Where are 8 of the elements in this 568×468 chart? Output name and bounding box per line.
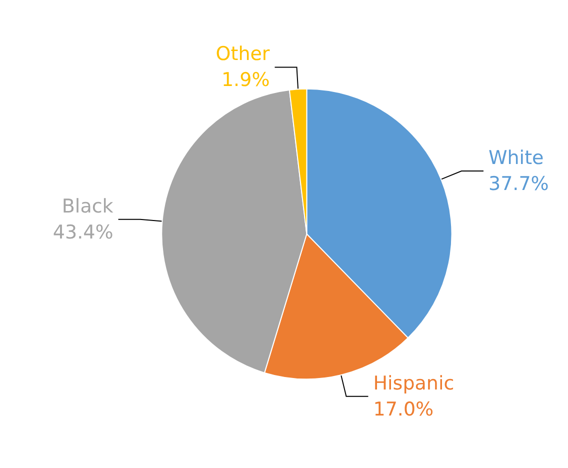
data-label: 1.9% xyxy=(221,69,270,92)
slice-label: Hispanic xyxy=(373,372,454,394)
slice-label: White xyxy=(488,147,544,170)
data-label: 43.4% xyxy=(52,221,114,244)
slice-label: Black xyxy=(62,195,114,218)
data-label: 37.7% xyxy=(488,173,549,196)
slice-label: Other xyxy=(216,43,270,66)
data-label: 17.0% xyxy=(373,398,434,420)
